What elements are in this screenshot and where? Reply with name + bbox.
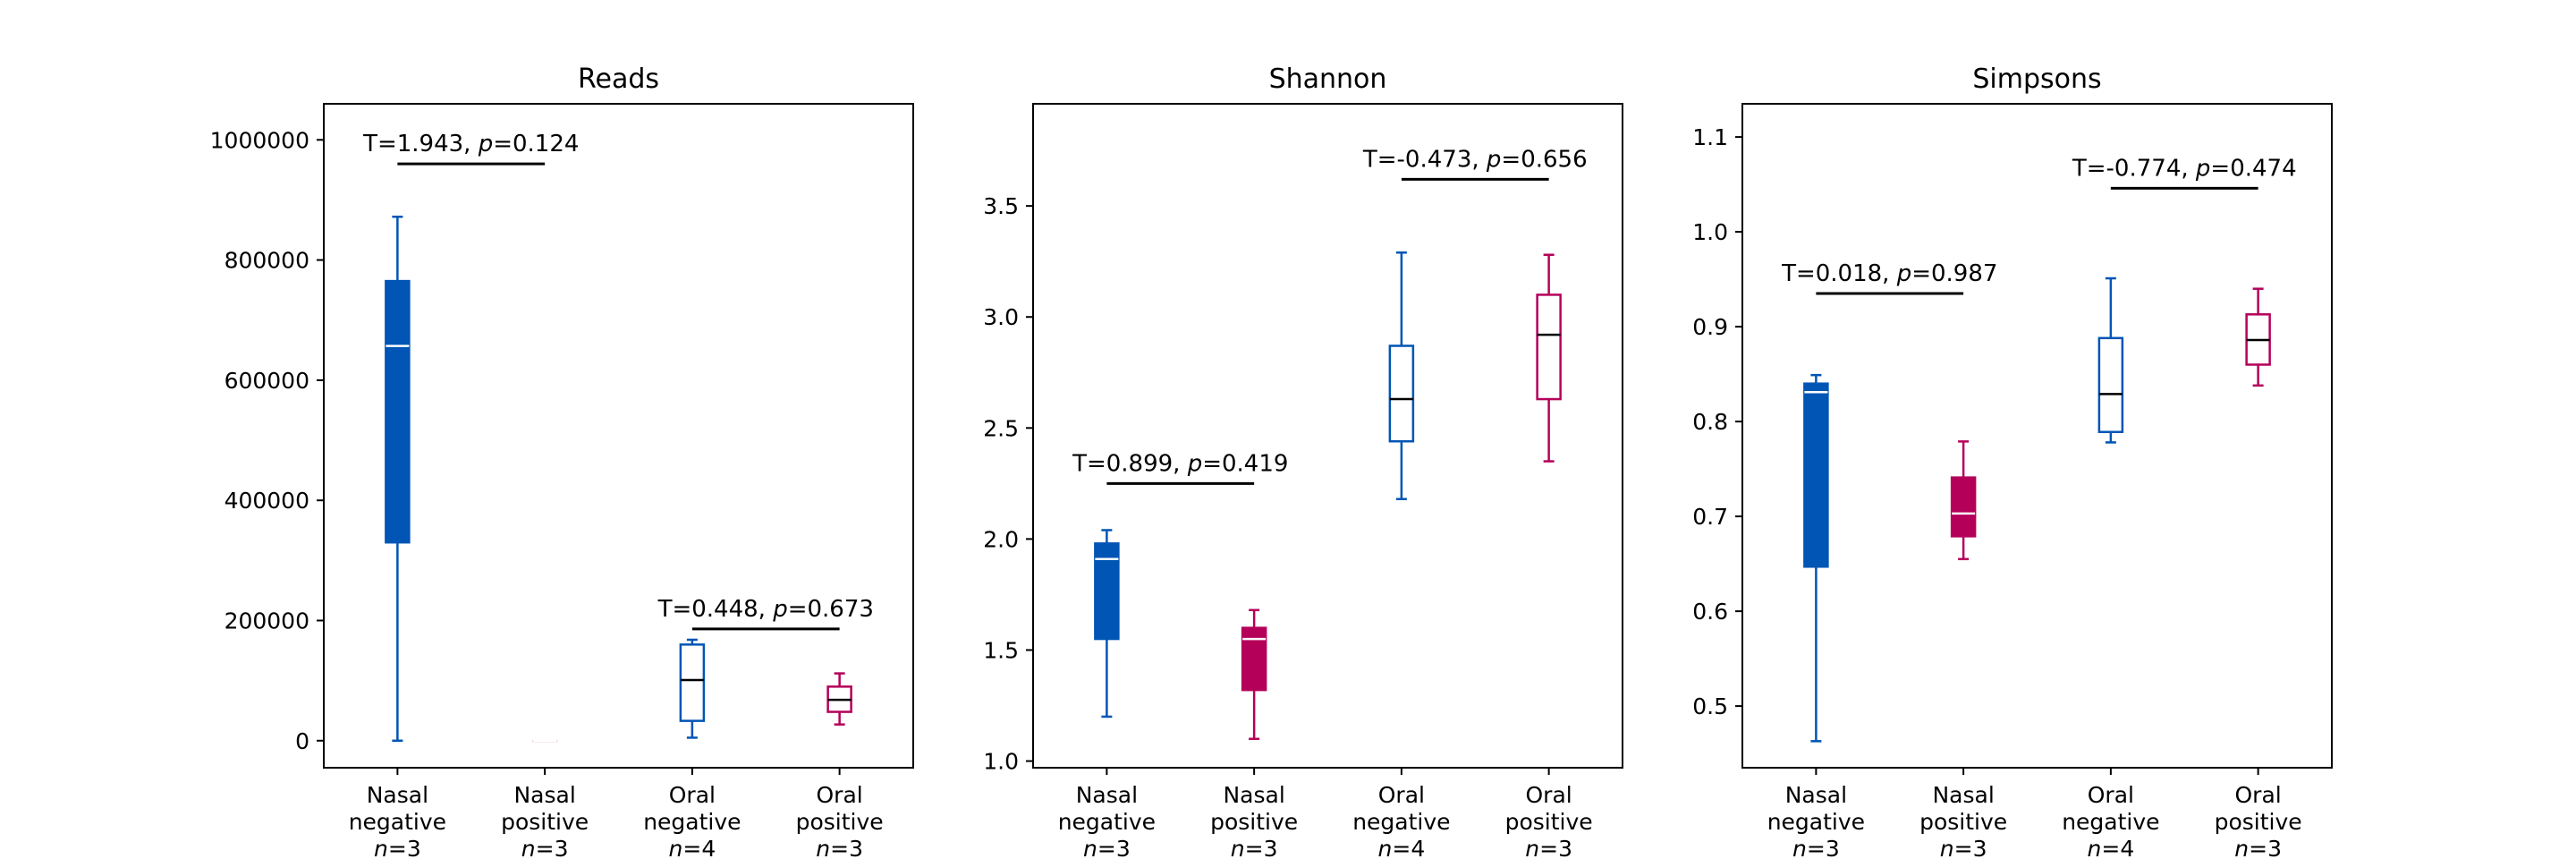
y-tick-label: 0.9 [1692, 314, 1728, 340]
y-tick-label: 0.5 [1692, 693, 1728, 719]
box-3 [679, 638, 706, 739]
box-1 [1094, 529, 1120, 719]
box-3 [1388, 251, 1415, 500]
box-2 [531, 739, 558, 743]
box-3 [2097, 276, 2124, 444]
x-tick-label-n: n=3 [1940, 836, 1987, 859]
x-tick-label-n: n=3 [2234, 836, 2282, 859]
y-tick-label: 1.0 [1692, 219, 1728, 245]
x-tick-label-line2: positive [2215, 809, 2302, 835]
panel-title: Reads [578, 64, 659, 95]
x-tick-label-n: n=3 [1231, 836, 1278, 859]
box-4 [826, 672, 852, 726]
x-tick-label-line2: positive [1210, 809, 1298, 835]
box-body [1094, 542, 1120, 641]
x-tick-label-line1: Nasal [367, 782, 428, 808]
x-tick-label-line2: positive [1919, 809, 2007, 835]
x-tick-label-line1: Oral [669, 782, 716, 808]
x-tick-label-n: n=4 [1378, 836, 1426, 859]
box-body [1803, 382, 1829, 568]
significance-label: T=-0.774, p=0.474 [2072, 155, 2297, 182]
x-tick-label-line2: negative [643, 809, 741, 835]
x-tick-label-line2: positive [1505, 809, 1593, 835]
x-tick-label-n: n=3 [374, 836, 421, 859]
box-2 [1950, 440, 1977, 561]
x-tick-label-line1: Oral [1526, 782, 1572, 808]
box-2 [1241, 608, 1267, 740]
y-tick-label: 1000000 [210, 127, 309, 153]
x-tick-label-line1: Nasal [513, 782, 575, 808]
y-tick-label: 400000 [225, 488, 309, 514]
box-1 [385, 215, 411, 743]
x-tick-label-line1: Nasal [1076, 782, 1138, 808]
significance-label: T=0.018, p=0.987 [1781, 260, 1997, 287]
x-tick-label-line1: Oral [2088, 782, 2134, 808]
y-tick-label: 1.1 [1692, 124, 1728, 150]
x-tick-label-line2: negative [1058, 809, 1156, 835]
x-tick-label-n: n=3 [816, 836, 863, 859]
box-body [1241, 626, 1267, 692]
box-body [2097, 336, 2124, 434]
box-4 [1536, 253, 1562, 463]
panel-2: Shannon1.01.52.02.53.03.5Nasalnegativen=… [983, 64, 1623, 859]
significance-label: T=-0.473, p=0.656 [1362, 146, 1588, 173]
x-tick-label-line2: positive [796, 809, 884, 835]
x-tick-label-line2: positive [501, 809, 589, 835]
y-tick-label: 2.5 [983, 415, 1019, 441]
y-tick-label: 800000 [225, 248, 309, 274]
box-body [1388, 344, 1415, 443]
x-tick-label-line1: Nasal [1223, 782, 1284, 808]
box-body [1536, 293, 1562, 401]
x-tick-label-n: n=3 [1792, 836, 1840, 859]
box-body [1950, 476, 1977, 538]
x-tick-label-line2: negative [1767, 809, 1865, 835]
y-tick-label: 1.5 [983, 637, 1019, 663]
y-tick-label: 600000 [225, 368, 309, 394]
panel-title: Simpsons [1972, 64, 2101, 95]
box-body [679, 643, 706, 722]
x-tick-label-n: n=3 [1083, 836, 1131, 859]
y-tick-label: 3.5 [983, 193, 1019, 219]
x-tick-label-line1: Oral [1378, 782, 1425, 808]
y-tick-label: 3.0 [983, 304, 1019, 330]
y-tick-label: 0 [295, 728, 309, 754]
x-tick-label-n: n=4 [2088, 836, 2135, 859]
x-tick-label-line2: negative [349, 809, 446, 835]
box-body [385, 279, 411, 544]
x-tick-label-line1: Nasal [1932, 782, 1994, 808]
y-tick-label: 0.8 [1692, 409, 1728, 435]
y-tick-label: 2.0 [983, 526, 1019, 552]
y-tick-label: 200000 [225, 608, 309, 634]
x-tick-label-n: n=3 [521, 836, 569, 859]
significance-label: T=0.448, p=0.673 [657, 596, 874, 623]
y-tick-label: 1.0 [983, 749, 1019, 775]
panel-title: Shannon [1269, 64, 1387, 95]
y-tick-label: 0.6 [1692, 599, 1728, 625]
x-tick-label-line1: Oral [817, 782, 863, 808]
panel-3: Simpsons0.50.60.70.80.91.01.1Nasalnegati… [1692, 64, 2333, 859]
x-tick-label-line1: Nasal [1785, 782, 1847, 808]
x-tick-label-n: n=4 [669, 836, 716, 859]
x-tick-label-line1: Oral [2235, 782, 2282, 808]
significance-label: T=0.899, p=0.419 [1072, 450, 1288, 477]
x-tick-label-n: n=3 [1525, 836, 1572, 859]
box-body [531, 739, 558, 743]
x-tick-label-line2: negative [1352, 809, 1450, 835]
axes-frame [1741, 103, 2333, 769]
axes-frame [323, 103, 914, 769]
panel-1: Reads 0 200000 400000 600000 800000 1000000 Nas… [210, 64, 914, 859]
box-4 [2245, 287, 2271, 387]
y-tick-label: 0.7 [1692, 504, 1728, 530]
axes-frame [1032, 103, 1623, 769]
box-1 [1803, 373, 1829, 743]
significance-label: T=1.943, p=0.124 [362, 131, 579, 157]
x-tick-label-line2: negative [2062, 809, 2159, 835]
